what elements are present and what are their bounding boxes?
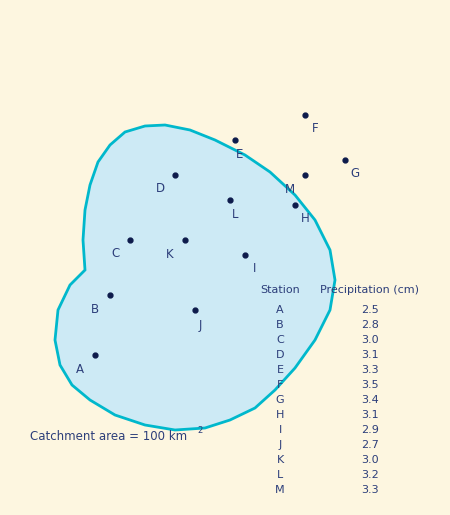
Text: 3.0: 3.0	[361, 335, 379, 345]
Text: K: K	[166, 248, 174, 261]
Text: M: M	[275, 485, 285, 495]
Text: G: G	[351, 167, 360, 180]
Text: Catchment area = 100 km: Catchment area = 100 km	[30, 430, 187, 443]
Text: E: E	[236, 148, 244, 161]
Text: L: L	[232, 208, 238, 221]
Text: 3.3: 3.3	[361, 485, 379, 495]
Text: B: B	[91, 303, 99, 316]
Text: 2.8: 2.8	[361, 320, 379, 330]
Text: A: A	[76, 363, 84, 376]
Text: H: H	[276, 410, 284, 420]
Text: 2.7: 2.7	[361, 440, 379, 450]
Text: J: J	[198, 319, 202, 332]
Polygon shape	[55, 125, 335, 430]
Text: 3.3: 3.3	[361, 365, 379, 375]
Text: 2.9: 2.9	[361, 425, 379, 435]
Text: Precipitation (cm): Precipitation (cm)	[320, 285, 419, 295]
Text: F: F	[277, 380, 283, 390]
Text: M: M	[285, 183, 295, 196]
Text: 3.0: 3.0	[361, 455, 379, 465]
Text: I: I	[279, 425, 282, 435]
Text: H: H	[301, 212, 310, 225]
Text: D: D	[155, 182, 165, 195]
Text: 2.5: 2.5	[361, 305, 379, 315]
Text: 3.1: 3.1	[361, 410, 379, 420]
Text: Station: Station	[260, 285, 300, 295]
Text: C: C	[111, 247, 119, 260]
Text: L: L	[277, 470, 283, 480]
Text: F: F	[312, 122, 318, 135]
Text: 3.5: 3.5	[361, 380, 379, 390]
Text: 3.1: 3.1	[361, 350, 379, 360]
Text: B: B	[276, 320, 284, 330]
Text: E: E	[276, 365, 284, 375]
Text: C: C	[276, 335, 284, 345]
Text: 3.2: 3.2	[361, 470, 379, 480]
Text: J: J	[279, 440, 282, 450]
Text: 2: 2	[197, 426, 202, 435]
Text: D: D	[276, 350, 284, 360]
Text: G: G	[276, 395, 284, 405]
Text: A: A	[276, 305, 284, 315]
Text: K: K	[276, 455, 284, 465]
Text: I: I	[253, 262, 256, 275]
Text: 3.4: 3.4	[361, 395, 379, 405]
